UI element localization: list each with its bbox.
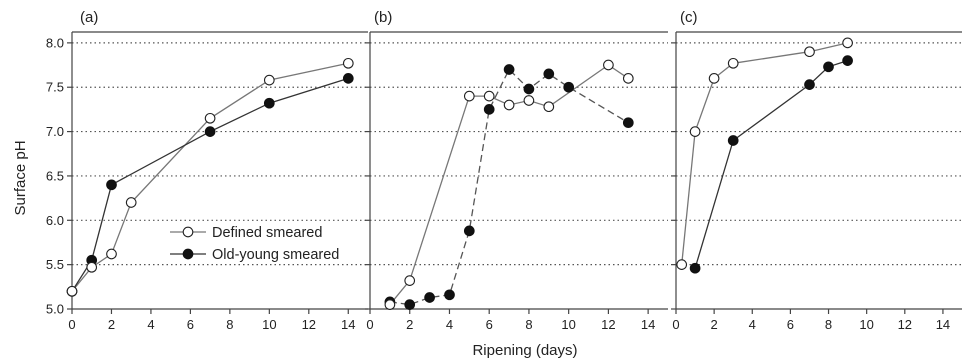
panel-b-point-defined-smeared: [384, 299, 396, 310]
panel-a-y-tick-label: 7.0: [46, 124, 64, 139]
panel-a-x-tick-label: 6: [187, 317, 194, 332]
panel-a-series: [66, 57, 354, 297]
panel-b-point-old-young-smeared: [483, 104, 495, 115]
panel-c-x-tick-label: 12: [898, 317, 912, 332]
panel-b-x-tick-label: 0: [366, 317, 373, 332]
legend-label-defined-smeared: Defined smeared: [212, 225, 322, 241]
panel-b-point-old-young-smeared: [444, 289, 455, 301]
panel-c-x-tick-label: 10: [859, 317, 873, 332]
panel-a-point-old-young-smeared: [204, 126, 216, 137]
panel-a-point-old-young-smeared: [106, 179, 117, 191]
panel-a-x-tick-label: 0: [68, 317, 75, 332]
panel-c-series-old-young-smeared-line: [694, 59, 848, 269]
panel-c-point-defined-smeared: [708, 73, 720, 84]
panel-b-point-old-young-smeared: [503, 64, 515, 75]
panel-b-x-tick-label: 10: [561, 317, 575, 332]
panel-c-series-defined-smeared-line: [681, 42, 848, 265]
panel-b-x-tick-label: 12: [601, 317, 615, 332]
legend: Defined smeared Old-young smeared: [170, 225, 339, 263]
panel-b-point-defined-smeared: [503, 99, 515, 111]
panel-b-point-defined-smeared: [463, 90, 475, 102]
panel-c-series: [676, 37, 853, 274]
panel-a-y-tick-label: 7.5: [46, 80, 64, 95]
panel-a-point-defined-smeared: [86, 261, 98, 273]
panel-b-label: (b): [374, 9, 392, 26]
panel-c-point-old-young-smeared: [823, 61, 834, 73]
panel-c-x-tick-label: 4: [749, 317, 756, 332]
panel-c-point-defined-smeared: [676, 259, 688, 270]
panel-a-point-defined-smeared: [125, 197, 137, 208]
legend-marker-defined-smeared: [182, 226, 194, 238]
panel-a-point-old-young-smeared: [342, 73, 354, 84]
panel-b-point-defined-smeared: [603, 59, 614, 71]
panel-a-x-tick-label: 8: [226, 317, 233, 332]
panel-c-label: (c): [680, 9, 698, 26]
panel-a: 0 2 4 6 8 10 12 14 5.0 5.5 6.0 6.5 7.0 7.5 8.0 (a) Sur…: [12, 9, 368, 332]
panel-c-point-defined-smeared: [842, 37, 853, 49]
y-axis-title: Surface pH: [12, 140, 29, 215]
panel-b-point-old-young-smeared: [404, 299, 416, 310]
panel-b-point-old-young-smeared: [622, 117, 634, 129]
panel-b-point-old-young-smeared: [543, 68, 555, 80]
panel-b-x-tick-label: 8: [525, 317, 532, 332]
panel-a-point-defined-smeared: [204, 112, 216, 124]
panel-c-x-tick-label: 6: [787, 317, 794, 332]
panel-b-x-tick-label: 6: [486, 317, 493, 332]
panel-c-point-defined-smeared: [689, 126, 701, 137]
panel-c-ticks: 0 2 4 6 8 10 12 14: [671, 42, 950, 332]
panel-b-point-old-young-smeared: [523, 83, 535, 95]
panel-b-point-defined-smeared: [483, 90, 495, 102]
panel-c-point-defined-smeared: [804, 46, 815, 58]
panel-b-series: [384, 59, 634, 310]
panel-c-point-old-young-smeared: [689, 262, 701, 274]
panel-a-point-defined-smeared: [66, 285, 78, 297]
panel-a-y-tick-label: 5.0: [46, 302, 64, 317]
panel-b: 0 2 4 6 8 10 12 14 (b) Ripening (days): [365, 9, 668, 359]
panel-a-x-tick-label: 4: [147, 317, 154, 332]
panel-c-x-tick-label: 14: [936, 317, 950, 332]
panel-a-label: (a): [80, 9, 98, 26]
panel-c-point-defined-smeared: [727, 57, 739, 69]
panel-b-axes: [369, 31, 668, 310]
panel-c: 0 2 4 6 8 10 12 14 (c): [671, 9, 962, 332]
panel-a-point-defined-smeared: [342, 57, 354, 69]
panel-c-point-old-young-smeared: [727, 135, 739, 146]
panel-a-x-tick-label: 2: [108, 317, 115, 332]
panel-a-y-tick-label: 5.5: [46, 257, 64, 272]
x-axis-title: Ripening (days): [472, 342, 577, 359]
panel-a-point-defined-smeared: [263, 74, 275, 86]
legend-marker-old-young-smeared: [182, 248, 194, 260]
panel-a-x-tick-label: 12: [302, 317, 316, 332]
legend-label-old-young-smeared: Old-young smeared: [212, 247, 339, 263]
panel-a-ticks: 0 2 4 6 8 10 12 14 5.0 5.5 6.0 6.5 7.0 7.5 8.0: [46, 35, 356, 332]
panel-c-point-old-young-smeared: [804, 79, 815, 90]
panel-c-point-old-young-smeared: [842, 55, 853, 66]
panel-b-point-defined-smeared: [622, 73, 634, 84]
panel-b-series-old-young-smeared-line: [389, 68, 629, 306]
panel-b-x-tick-label: 14: [641, 317, 655, 332]
panel-b-grid: [370, 42, 668, 266]
panel-b-x-tick-label: 2: [406, 317, 413, 332]
panel-c-x-tick-label: 0: [672, 317, 679, 332]
panel-b-ticks: 0 2 4 6 8 10 12 14: [365, 42, 655, 332]
panel-b-point-defined-smeared: [523, 95, 535, 106]
panel-a-axes: [71, 31, 368, 310]
panel-a-x-tick-label: 10: [262, 317, 276, 332]
panel-b-point-old-young-smeared: [424, 292, 435, 303]
panel-a-y-tick-label: 8.0: [46, 35, 64, 50]
panel-a-y-tick-label: 6.5: [46, 168, 64, 183]
panel-a-point-defined-smeared: [106, 248, 117, 260]
panel-c-axes: [675, 31, 962, 310]
panel-b-point-old-young-smeared: [463, 225, 475, 237]
panel-a-y-tick-label: 6.0: [46, 213, 64, 228]
panel-b-point-defined-smeared: [404, 275, 416, 286]
panel-c-x-tick-label: 2: [711, 317, 718, 332]
panel-b-point-defined-smeared: [543, 101, 555, 113]
panel-b-point-old-young-smeared: [563, 81, 575, 93]
panel-a-x-tick-label: 14: [341, 317, 355, 332]
panel-a-point-old-young-smeared: [263, 97, 275, 109]
panel-b-x-tick-label: 4: [446, 317, 453, 332]
panel-c-x-tick-label: 8: [825, 317, 832, 332]
